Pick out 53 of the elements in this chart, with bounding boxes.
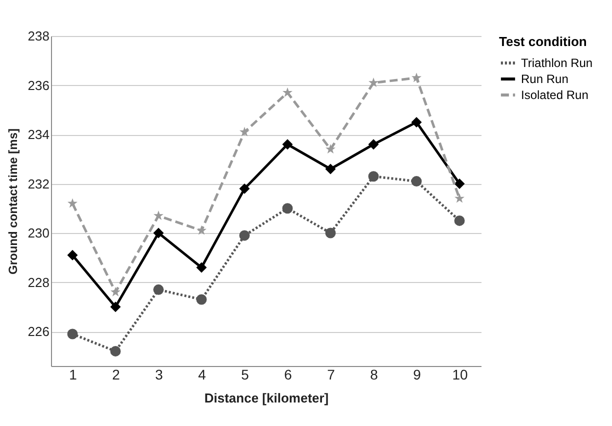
- point: [454, 178, 465, 190]
- point: [282, 203, 293, 214]
- y-tick-label: 234: [28, 127, 50, 142]
- point: [282, 87, 292, 97]
- x-axis-title: Distance [kilometer]: [204, 390, 329, 406]
- x-tick-label: 8: [370, 366, 378, 382]
- point: [240, 126, 250, 136]
- point: [282, 139, 293, 150]
- point: [110, 286, 120, 296]
- point: [411, 176, 422, 187]
- point: [368, 78, 378, 88]
- x-tick-label: 1: [69, 366, 78, 382]
- x-tick-label: 4: [198, 366, 206, 382]
- point: [110, 302, 121, 312]
- y-tick-label: 238: [28, 28, 50, 44]
- point: [153, 284, 164, 295]
- point: [454, 193, 464, 203]
- point: [325, 164, 336, 174]
- point: [368, 171, 379, 182]
- y-tick-label: 230: [28, 226, 50, 241]
- y-axis-title: Ground contact time [ms]: [6, 128, 20, 275]
- point: [196, 294, 207, 305]
- point: [239, 230, 250, 241]
- x-tick-label: 7: [327, 366, 336, 382]
- point: [239, 183, 250, 194]
- point: [153, 228, 164, 238]
- point: [154, 210, 164, 220]
- x-tick-label: 10: [452, 366, 468, 382]
- x-tick-label: 9: [413, 366, 422, 382]
- point: [68, 198, 78, 208]
- point: [412, 72, 422, 82]
- y-tick-label: 226: [28, 324, 50, 340]
- point: [454, 215, 465, 226]
- point: [67, 328, 78, 340]
- y-tick-label: 236: [28, 78, 50, 93]
- x-tick-label: 3: [155, 366, 164, 382]
- legend-label: Run Run: [521, 72, 568, 86]
- y-tick-label: 232: [28, 176, 50, 192]
- point: [67, 250, 78, 260]
- legend-title: Test condition: [499, 34, 587, 49]
- y-tick-label: 228: [28, 274, 50, 290]
- point: [110, 346, 121, 356]
- point: [196, 225, 206, 235]
- x-tick-label: 5: [241, 366, 250, 382]
- point: [325, 228, 336, 238]
- point: [411, 116, 422, 128]
- legend-label: Triathlon Run: [521, 56, 593, 70]
- legend-label: Isolated Run: [521, 88, 588, 102]
- point: [368, 139, 379, 150]
- point: [196, 262, 207, 273]
- x-tick-label: 6: [284, 366, 292, 382]
- point: [326, 144, 336, 154]
- x-tick-label: 2: [112, 366, 120, 382]
